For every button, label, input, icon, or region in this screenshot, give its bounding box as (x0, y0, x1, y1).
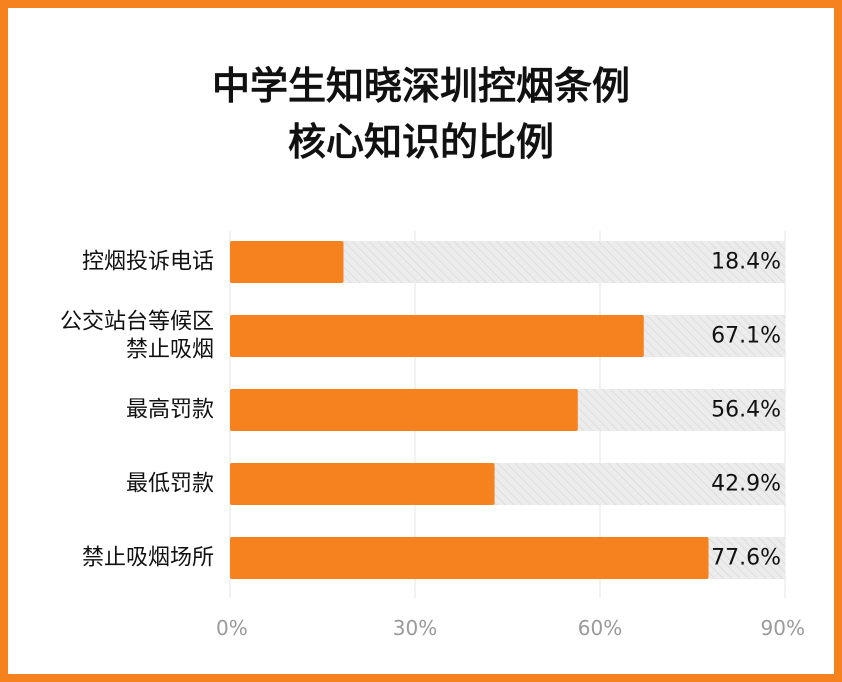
bar-value-label: 67.1% (711, 324, 781, 349)
category-label: 最低罚款 (126, 472, 214, 497)
bar (230, 463, 495, 505)
bar-value-label: 18.4% (711, 250, 781, 275)
chart-title-line-1: 中学生知晓深圳控烟条例 (211, 64, 630, 108)
chart-title: 中学生知晓深圳控烟条例 核心知识的比例 (0, 58, 842, 170)
category-label: 公交站台等候区 (60, 310, 214, 335)
bar (230, 315, 644, 357)
x-tick-label: 30% (393, 616, 437, 640)
x-tick-label: 60% (578, 616, 622, 640)
category-label: 控烟投诉电话 (82, 250, 214, 275)
x-tick-label: 90% (761, 616, 805, 640)
category-label: 最高罚款 (126, 398, 214, 423)
bar-value-label: 56.4% (711, 398, 781, 423)
category-label: 禁止吸烟场所 (82, 546, 214, 571)
bar-value-label: 77.6% (711, 546, 781, 571)
x-tick-label: 0% (216, 616, 248, 640)
bar-value-label: 42.9% (711, 472, 781, 497)
bar (230, 241, 344, 283)
bar (230, 537, 709, 579)
category-label: 禁止吸烟 (126, 338, 214, 363)
bar (230, 389, 578, 431)
chart-title-line-2: 核心知识的比例 (287, 120, 554, 164)
